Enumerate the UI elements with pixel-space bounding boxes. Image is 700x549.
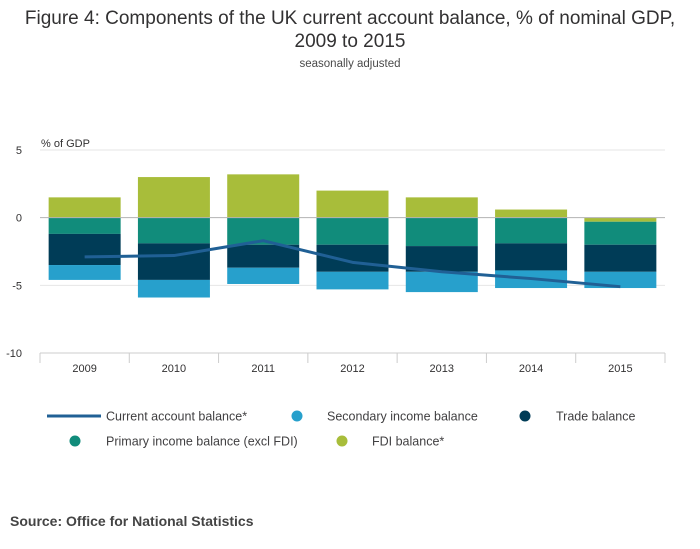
legend-dot-swatch [69,435,81,447]
y-tick-label: 5 [16,145,22,157]
y-tick-label: 0 [16,213,22,225]
x-tick-label: 2011 [251,363,275,375]
x-tick-label: 2010 [162,363,186,375]
bar-segment [316,244,389,272]
x-tick-label: 2013 [430,363,454,375]
bar-segment [405,246,478,272]
bar-segment [48,265,121,280]
bar-segment [137,279,210,298]
x-tick-label: 2012 [340,363,364,375]
bar-segment [137,217,210,244]
bar-segment [584,244,657,272]
bar-segment [405,197,478,218]
y-tick-label: -5 [12,280,22,292]
bar-segment [405,271,478,293]
x-tick-label: 2015 [608,363,632,375]
x-tick-label: 2014 [519,363,543,375]
legend-label: Primary income balance (excl FDI) [106,435,298,449]
bar-segment [495,243,568,271]
bar-segment [48,233,121,266]
chart-subtitle: seasonally adjusted [299,58,401,70]
legend-label: Trade balance [556,410,635,424]
y-axis-label: % of GDP [41,138,90,150]
current-account-line [84,239,621,289]
x-tick-label: 2009 [72,363,96,375]
bar-segment [316,217,389,245]
bar-segment [48,197,121,218]
bar-segment [405,217,478,247]
legend-dot-swatch [291,410,303,422]
bar-segment [227,267,300,284]
legend-dot-swatch [336,435,348,447]
bar-segment [495,209,568,218]
y-tick-label: -10 [6,348,22,360]
bar-segment [495,217,568,244]
bar-segment [137,243,210,280]
bar-segment [584,221,657,245]
axis-layer: 5 0 -5 -10 2009 2010 2011 2012 2013 2014 2015 [6,145,666,375]
bar-segment [137,177,210,218]
legend: Current account balance* Secondary income… [47,410,635,449]
bar-segment [316,190,389,218]
legend-label: FDI balance* [372,435,444,449]
bar-segment [584,217,657,222]
bar-segment [227,174,300,218]
bar-layer [48,174,657,298]
chart-title: Figure 4: Components of the UK current a… [24,8,676,52]
legend-label: Current account balance* [106,410,247,424]
bar-segment [316,271,389,290]
line-layer [84,239,621,289]
legend-label: Secondary income balance [327,410,478,424]
source-note: Source: Office for National Statistics [10,513,254,529]
bar-segment [48,217,121,234]
legend-dot-swatch [519,410,531,422]
bar-segment [227,244,300,268]
